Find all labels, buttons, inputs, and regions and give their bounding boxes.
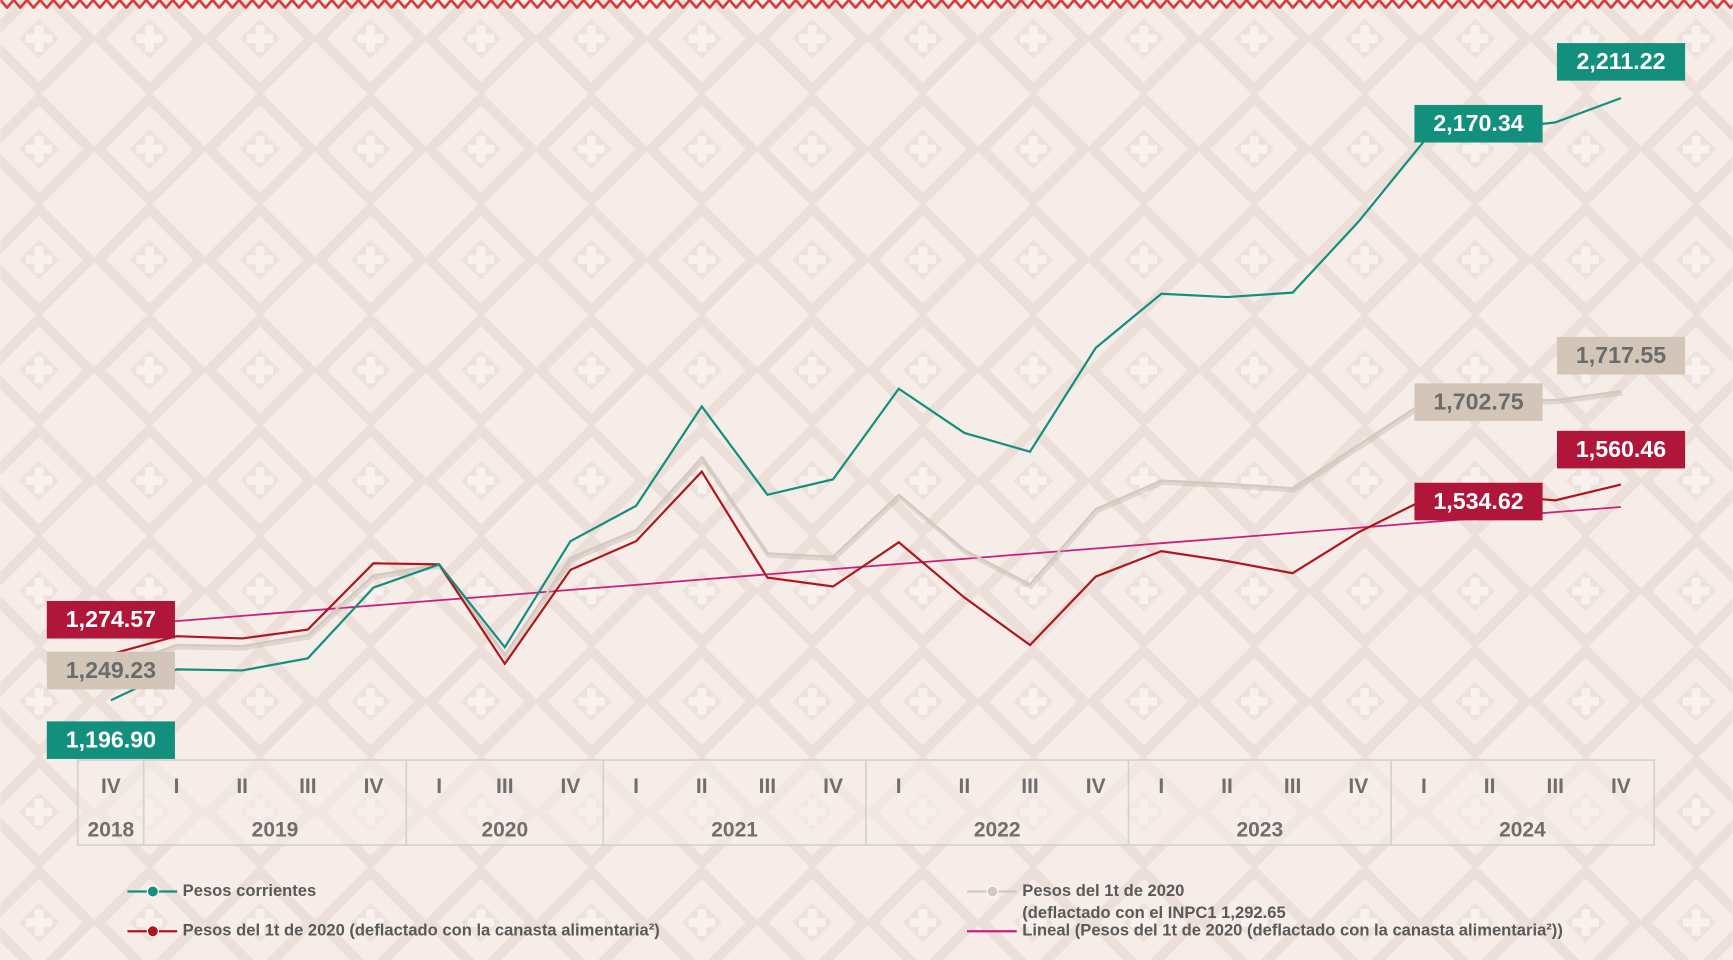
x-tick-label: I <box>174 775 180 798</box>
value-label: 2,211.22 <box>1577 48 1666 74</box>
value-label: 1,702.75 <box>1433 388 1523 414</box>
value-label: 1,717.55 <box>1576 342 1666 368</box>
x-tick-label: III <box>1284 775 1301 798</box>
legend-label: Pesos del 1t de 2020 (deflactado con el … <box>1022 880 1707 924</box>
x-tick-label: IV <box>1611 775 1631 798</box>
x-tick-label: IV <box>823 775 843 798</box>
x-tick-label: IV <box>561 775 581 798</box>
x-tick-label: I <box>436 775 442 798</box>
x-group-label: 2022 <box>974 818 1021 841</box>
legend-label: Pesos corrientes <box>183 880 868 902</box>
value-label: 1,249.23 <box>66 657 156 683</box>
x-tick-label: II <box>1221 775 1233 798</box>
top-border <box>0 0 1732 9</box>
x-tick-label: III <box>299 775 316 798</box>
x-tick-label: II <box>696 775 708 798</box>
x-group-label: 2019 <box>252 818 299 841</box>
x-group-label: 2018 <box>88 818 135 841</box>
legend-item: Lineal (Pesos del 1t de 2020 (deflactado… <box>1022 920 1707 960</box>
legend-marker <box>147 886 158 897</box>
x-group-label: 2020 <box>481 818 528 841</box>
value-label: 1,274.57 <box>66 606 156 632</box>
value-label: 1,196.90 <box>66 726 156 752</box>
x-tick-label: IV <box>1348 775 1368 798</box>
x-tick-label: I <box>1158 775 1164 798</box>
x-tick-label: IV <box>1086 775 1106 798</box>
legend-marker <box>987 886 998 897</box>
legend-label: Lineal (Pesos del 1t de 2020 (deflactado… <box>1022 920 1707 942</box>
x-tick-label: IV <box>101 775 121 798</box>
x-tick-label: I <box>1421 775 1427 798</box>
x-tick-label: III <box>759 775 776 798</box>
x-group-label: 2021 <box>711 818 758 841</box>
x-tick-label: III <box>1021 775 1038 798</box>
legend-marker <box>147 926 158 937</box>
x-tick-label: I <box>633 775 639 798</box>
value-label: 2,170.34 <box>1433 110 1523 136</box>
legend-label: Pesos del 1t de 2020 (deflactado con la … <box>183 920 868 942</box>
page: IV2018IIIIIIIV2019IIIIIV2020IIIIIIIV2021… <box>0 0 1733 960</box>
x-tick-label: III <box>1547 775 1564 798</box>
x-tick-label: IV <box>364 775 384 798</box>
value-label: 1,560.46 <box>1576 436 1666 462</box>
value-label: 1,534.62 <box>1433 488 1523 514</box>
chart: IV2018IIIIIIIV2019IIIIIV2020IIIIIIIV2021… <box>0 0 1733 960</box>
x-tick-label: III <box>496 775 513 798</box>
x-group-label: 2024 <box>1499 818 1546 841</box>
x-tick-label: II <box>959 775 971 798</box>
x-group-label: 2023 <box>1236 818 1283 841</box>
x-tick-label: II <box>1484 775 1496 798</box>
x-tick-label: I <box>896 775 902 798</box>
legend-item: Pesos del 1t de 2020 (deflactado con la … <box>183 920 868 960</box>
x-tick-label: II <box>236 775 248 798</box>
